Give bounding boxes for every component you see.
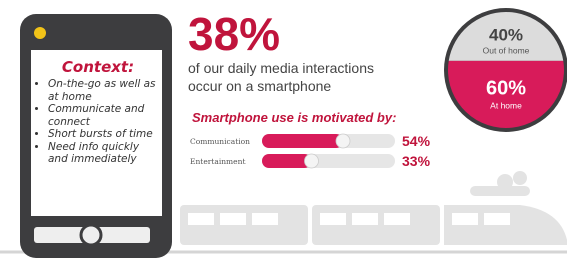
headline-value: 38% [188, 8, 280, 60]
headline-text: of our daily media interactions [188, 60, 374, 76]
pie-value: 40% [489, 25, 523, 44]
bar-knob [336, 134, 350, 148]
context-title: Context: [36, 58, 160, 76]
headline-text: occur on a smartphone [188, 78, 331, 94]
infographic: 38% of our daily media interactions occu… [0, 0, 567, 262]
train [180, 171, 567, 245]
camera-dot [34, 27, 46, 39]
home-button [81, 225, 101, 245]
context-item: Need info quickly and immediately [48, 141, 160, 166]
context-item: On-the-go as well as at home [48, 78, 160, 103]
bar [262, 134, 343, 148]
context-item: Short bursts of time [48, 128, 160, 141]
bar [262, 154, 312, 168]
pie-label: At home [490, 100, 522, 110]
context-item: Communicate and connect [48, 103, 160, 128]
motivation-title: Smartphone use is motivated by: [192, 110, 396, 125]
bar-value: 33% [402, 153, 431, 169]
pie-label: Out of home [483, 45, 530, 55]
context-list: On-the-go as well as at homeCommunicate … [36, 78, 160, 166]
bar-label: Communication [190, 137, 250, 146]
bar-knob [305, 154, 319, 168]
bar-value: 54% [402, 133, 431, 149]
context-box: Context: On-the-go as well as at homeCom… [36, 58, 160, 166]
pie-value: 60% [486, 77, 526, 99]
bar-label: Entertainment [190, 157, 245, 166]
